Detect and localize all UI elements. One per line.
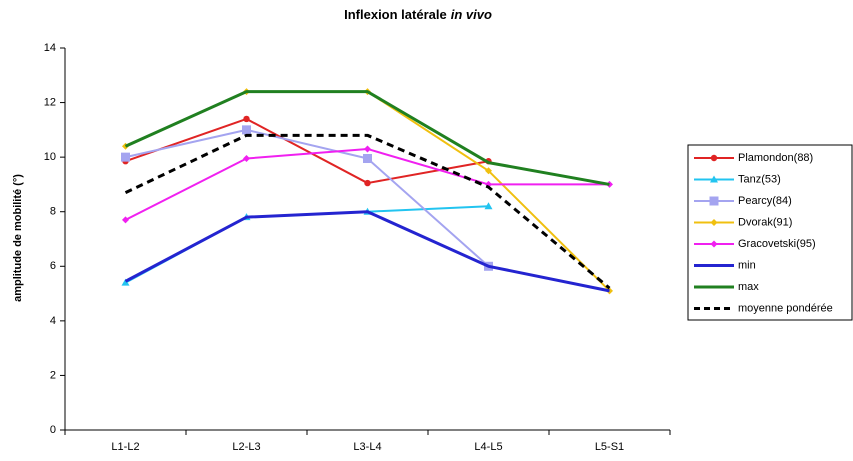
legend-label: Dvorak(91) <box>738 216 792 228</box>
series-line <box>124 210 610 293</box>
marker <box>242 125 251 135</box>
marker <box>710 154 718 162</box>
y-tick-label: 0 <box>50 424 56 436</box>
marker <box>122 216 129 224</box>
marker <box>121 152 130 162</box>
legend-box <box>687 144 853 321</box>
y-tick-label: 2 <box>50 369 56 381</box>
title-part: in vivo <box>451 7 492 22</box>
x-tick-label: L2-L3 <box>232 441 260 453</box>
marker <box>710 175 718 183</box>
marker <box>484 202 493 210</box>
series-line <box>124 90 610 186</box>
chart-title: Inflexion latérale in vivo <box>344 7 492 22</box>
x-tick-label: L5-S1 <box>595 441 624 453</box>
marker <box>709 196 719 206</box>
y-tick-label: 12 <box>44 96 56 108</box>
legend-label: Tanz(53) <box>738 173 781 185</box>
marker <box>364 145 371 153</box>
x-tick-label: L1-L2 <box>111 441 139 453</box>
y-tick-label: 14 <box>44 42 56 54</box>
marker <box>364 179 371 187</box>
title-part: Inflexion latérale <box>344 7 447 22</box>
legend-label: moyenne pondérée <box>738 302 833 314</box>
legend-label: Pearcy(84) <box>738 195 792 207</box>
marker <box>243 115 250 123</box>
series-line <box>125 90 611 292</box>
x-tick-label: L3-L4 <box>353 441 381 453</box>
y-axis-label: amplitude de mobilité (°) <box>12 174 24 302</box>
series-line <box>124 133 611 290</box>
legend-label: Plamondon(88) <box>738 152 813 164</box>
y-tick-label: 10 <box>44 151 56 163</box>
x-tick-label: L4-L5 <box>474 441 502 453</box>
marker <box>243 155 250 163</box>
legend-label: Gracovetski(95) <box>738 238 816 250</box>
legend-label: min <box>738 259 756 271</box>
marker <box>710 240 718 248</box>
series-line <box>125 128 490 268</box>
marker <box>121 278 130 286</box>
legend-label: max <box>738 281 759 293</box>
y-tick-label: 6 <box>50 260 56 272</box>
y-tick-label: 4 <box>50 315 56 327</box>
marker <box>485 167 492 175</box>
series-line <box>125 117 489 185</box>
marker <box>363 154 372 164</box>
y-tick-label: 8 <box>50 206 56 218</box>
marker <box>710 219 718 226</box>
